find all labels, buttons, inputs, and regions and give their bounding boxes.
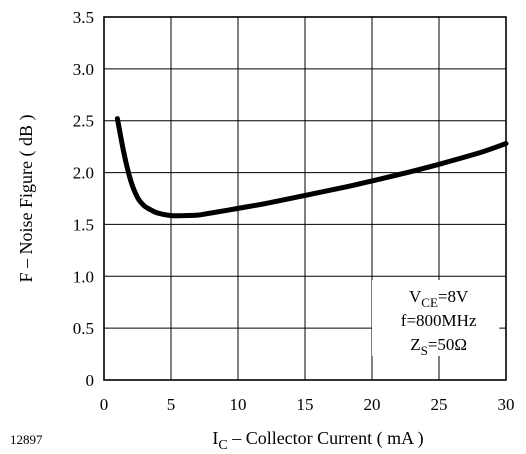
x-tick-label: 25 (431, 395, 448, 414)
y-axis-label: F – Noise Figure ( dB ) (16, 115, 37, 283)
grid-lines (104, 17, 506, 380)
condition-label: ZS=50Ω (410, 335, 467, 358)
y-tick-label: 1.0 (73, 267, 94, 286)
y-tick-label: 2.0 (73, 164, 94, 183)
conditions-background (372, 280, 500, 356)
plot-frame (103, 16, 507, 381)
condition-label: f=800MHz (401, 311, 477, 330)
x-tick-label: 0 (100, 395, 109, 414)
figure-code: 12897 (10, 432, 43, 447)
y-tick-label: 3.5 (73, 8, 94, 27)
y-tick-label: 2.5 (73, 112, 94, 131)
x-tick-label: 30 (498, 395, 515, 414)
y-tick-label: 3.0 (73, 60, 94, 79)
x-tick-labels: 0 5 10 15 20 25 30 (100, 395, 515, 414)
conditions-box: VCE=8Vf=800MHz ZS=50Ω (372, 280, 500, 358)
y-tick-label: 1.5 (73, 215, 94, 234)
y-tick-label: 0 (86, 371, 95, 390)
x-tick-label: 15 (297, 395, 314, 414)
x-tick-label: 20 (364, 395, 381, 414)
x-tick-label: 5 (167, 395, 176, 414)
y-tick-labels: 0 0.5 1.0 1.5 2.0 2.5 3.0 3.5 (73, 8, 94, 390)
noise-figure-curve (114, 116, 509, 219)
condition-label: VCE=8V (409, 287, 469, 310)
x-tick-label: 10 (230, 395, 247, 414)
series-layer (114, 116, 509, 219)
y-tick-label: 0.5 (73, 319, 94, 338)
x-axis-label: IC – Collector Current ( mA ) (212, 428, 423, 453)
